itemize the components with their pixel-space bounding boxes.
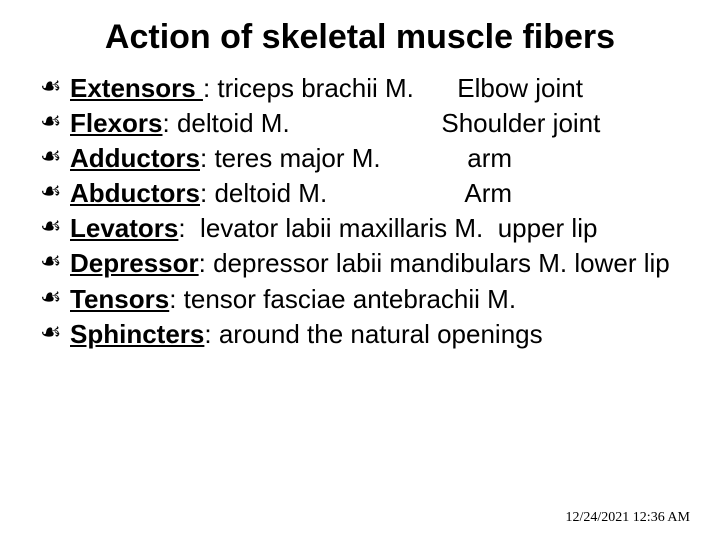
bullet-icon: ☙ [40, 106, 62, 140]
list-item: ☙ Flexors: deltoid M. Shoulder joint [40, 106, 680, 141]
item-text: : teres major M. arm [200, 143, 512, 173]
item-text: : depressor labii mandibulars M. lower l… [199, 248, 670, 278]
slide-title: Action of skeletal muscle fibers [40, 18, 680, 57]
item-label: Depressor [70, 248, 199, 278]
item-text: : levator labii maxillaris M. upper lip [178, 213, 597, 243]
bullet-icon: ☙ [40, 71, 62, 105]
item-label: Extensors [70, 73, 203, 103]
list-item: ☙ Depressor: depressor labii mandibulars… [40, 246, 680, 281]
list-item: ☙ Abductors: deltoid M. Arm [40, 176, 680, 211]
item-label: Sphincters [70, 319, 204, 349]
bullet-icon: ☙ [40, 282, 62, 316]
bullet-icon: ☙ [40, 317, 62, 351]
item-text: : deltoid M. Arm [200, 178, 512, 208]
bullet-icon: ☙ [40, 246, 62, 280]
list-item: ☙ Adductors: teres major M. arm [40, 141, 680, 176]
item-text: : triceps brachii M. Elbow joint [203, 73, 583, 103]
bullet-icon: ☙ [40, 211, 62, 245]
bullet-icon: ☙ [40, 141, 62, 175]
footer-timestamp: 12/24/2021 12:36 AM [566, 510, 690, 526]
slide-body: ☙ Extensors : triceps brachii M. Elbow j… [40, 71, 680, 352]
item-label: Adductors [70, 143, 200, 173]
list-item: ☙ Tensors: tensor fasciae antebrachii M. [40, 282, 680, 317]
item-text: : deltoid M. Shoulder joint [163, 108, 601, 138]
item-label: Tensors [70, 284, 169, 314]
list-item: ☙ Levators: levator labii maxillaris M. … [40, 211, 680, 246]
slide: Action of skeletal muscle fibers ☙ Exten… [0, 0, 720, 540]
item-label: Abductors [70, 178, 200, 208]
item-text: : around the natural openings [204, 319, 542, 349]
item-label: Flexors [70, 108, 163, 138]
list-item: ☙ Sphincters: around the natural opening… [40, 317, 680, 352]
item-text: : tensor fasciae antebrachii M. [169, 284, 516, 314]
item-label: Levators [70, 213, 178, 243]
list-item: ☙ Extensors : triceps brachii M. Elbow j… [40, 71, 680, 106]
bullet-icon: ☙ [40, 176, 62, 210]
